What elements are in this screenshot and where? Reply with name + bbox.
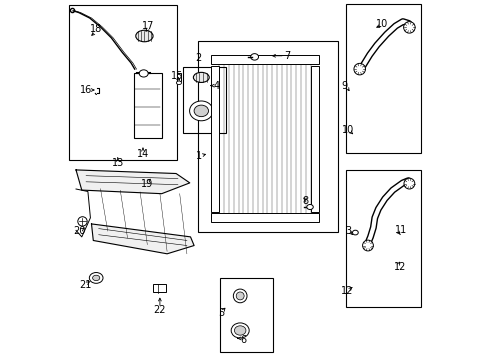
Text: 12: 12 (393, 262, 406, 272)
Bar (183, 67, 226, 133)
Text: 1: 1 (196, 150, 202, 161)
Ellipse shape (89, 273, 103, 283)
Text: 7: 7 (283, 51, 289, 61)
Text: 20: 20 (73, 226, 85, 236)
Bar (211, 55, 318, 64)
Bar (346, 170, 420, 307)
Text: 12: 12 (341, 286, 353, 296)
Bar (211, 213, 318, 222)
Text: 13: 13 (111, 158, 123, 168)
Polygon shape (91, 224, 194, 254)
Text: 19: 19 (141, 179, 153, 189)
Ellipse shape (189, 101, 213, 121)
Ellipse shape (231, 323, 249, 338)
Text: 16: 16 (80, 85, 92, 95)
Bar (152, 284, 166, 292)
Bar (346, 4, 420, 153)
Text: 2: 2 (195, 53, 201, 63)
Circle shape (362, 240, 373, 251)
Ellipse shape (233, 289, 246, 303)
Circle shape (78, 217, 87, 226)
Bar (220, 278, 273, 352)
Circle shape (403, 178, 414, 189)
Ellipse shape (139, 70, 148, 77)
Text: 15: 15 (170, 71, 183, 81)
Text: 6: 6 (240, 335, 245, 345)
Bar (310, 66, 318, 212)
Polygon shape (76, 170, 189, 194)
Circle shape (403, 22, 414, 33)
Text: 10: 10 (375, 19, 387, 30)
Text: 10: 10 (341, 125, 354, 135)
Text: 4: 4 (213, 81, 219, 91)
Text: 22: 22 (153, 305, 166, 315)
Text: 11: 11 (394, 225, 406, 235)
Circle shape (353, 63, 365, 75)
Text: 21: 21 (79, 280, 91, 290)
Ellipse shape (194, 105, 208, 117)
Ellipse shape (306, 204, 313, 210)
FancyBboxPatch shape (133, 73, 162, 138)
Text: 5: 5 (218, 308, 224, 318)
Text: 14: 14 (137, 149, 149, 159)
Ellipse shape (352, 230, 358, 235)
Bar (69, 5, 177, 160)
Text: 3: 3 (345, 226, 350, 236)
Ellipse shape (250, 54, 258, 60)
Ellipse shape (193, 72, 209, 82)
Ellipse shape (176, 81, 181, 85)
Text: 8: 8 (301, 196, 307, 206)
Ellipse shape (92, 275, 100, 281)
Bar (177, 73, 181, 81)
Text: 18: 18 (89, 24, 102, 34)
Bar (211, 66, 219, 212)
Ellipse shape (136, 30, 153, 42)
Text: 9: 9 (341, 81, 347, 91)
Text: 17: 17 (142, 21, 154, 31)
Bar (197, 41, 337, 232)
Ellipse shape (236, 292, 244, 300)
Ellipse shape (234, 326, 245, 335)
